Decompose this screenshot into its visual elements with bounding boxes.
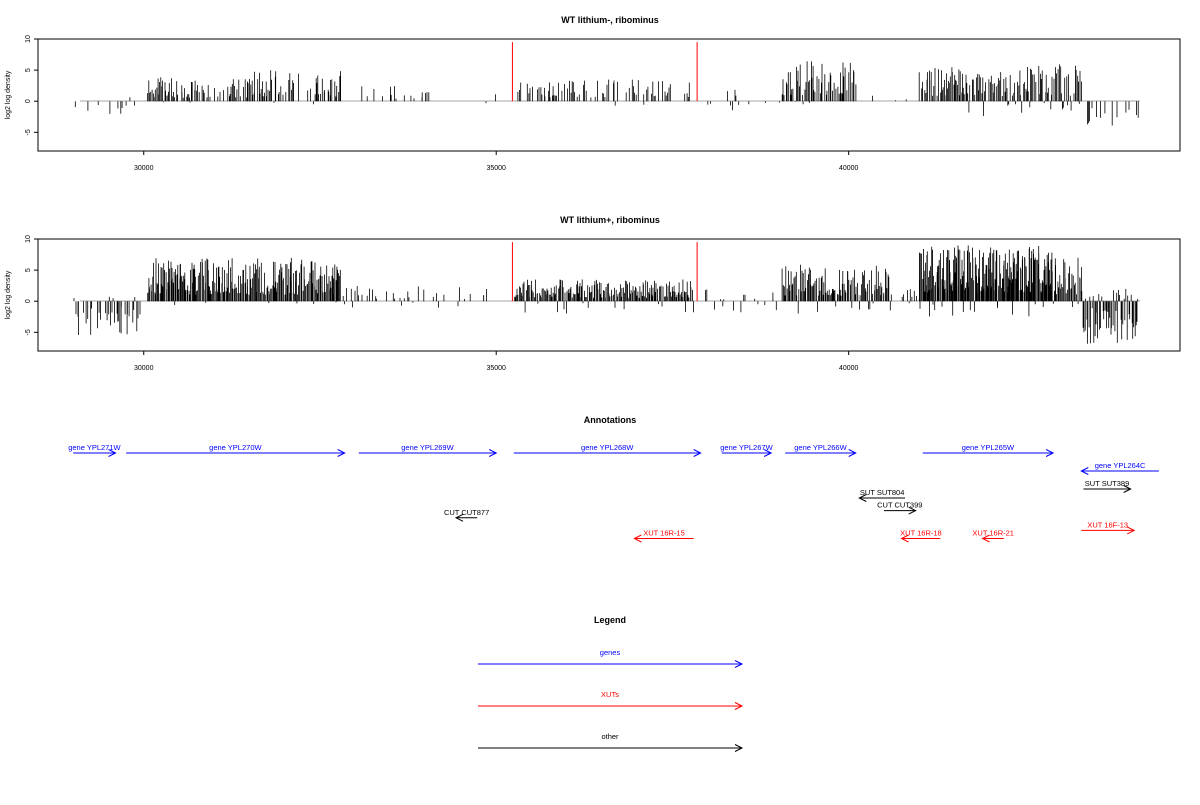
track-2-x-tick-label: 35000 [486,365,506,372]
track-1-x-tick-label: 35000 [486,165,506,172]
track-2-axes: -5 0 5 10 30000 35000 40000 [25,235,859,372]
annotation-gene-feature: gene YPL271W [68,443,122,457]
track-2-x-tick-label: 30000 [134,365,154,372]
annotation-other-feature: CUT CUT399 [877,501,922,515]
track-2-x-tick-label: 40000 [839,365,859,372]
annotation-other-feature: SUT SUT804 [858,488,906,502]
annotation-arrow-head [848,449,857,457]
legend-label: other [601,732,619,741]
annotation-arrow-head [1123,485,1132,493]
legend-item-gene: genes [478,648,744,668]
track-2-density-bars [73,245,1139,344]
legend-arrow-head [734,702,744,710]
track-1-density-bars [74,61,1139,126]
annotation-xut-feature: XUT 16F-13 [1081,520,1136,535]
track-1-x-tick-label: 40000 [839,165,859,172]
annotation-arrow-head [1126,526,1136,535]
annotation-label: gene YPL269W [401,443,454,452]
annotation-features: gene YPL271W gene YPL270W gene YPL269W gene… [68,443,1159,543]
track-2-y-tick-label: 10 [25,235,32,243]
annotation-xut-feature: XUT 16R-15 [633,529,694,543]
legend-title: Legend [594,615,626,625]
annotation-arrow-head [908,506,917,515]
annotation-arrow-head [108,449,117,457]
annotation-xut-feature: XUT 16R-18 [900,529,942,543]
annotation-gene-feature: gene YPL268W [513,443,702,457]
annotation-arrow-head [1045,449,1055,457]
annotation-label: CUT CUT399 [877,501,922,510]
annotation-label: XUT 16F-13 [1087,520,1128,529]
annotation-label: SUT SUT389 [1085,479,1129,488]
track-1-axes: -5 0 5 10 30000 35000 40000 [25,35,859,172]
annotation-gene-feature: gene YPL265W [922,443,1055,457]
track-1-plot-frame [37,38,1181,152]
annotations-title: Annotations [584,415,637,425]
annotation-arrow-head [633,534,642,543]
annotation-arrow-head [337,449,346,457]
annotation-arrow-head [981,534,990,543]
annotation-label: XUT 16R-21 [972,529,1014,538]
annotation-label: gene YPL268W [581,443,634,452]
annotation-label: gene YPL266W [794,443,847,452]
annotation-gene-feature: gene YPL267W [720,443,774,457]
track-2-red-peaks [511,242,698,302]
track-1-y-axis-label: log2 log density [5,70,12,119]
track-2-bars [73,245,1139,344]
annotation-arrow-head [1080,467,1089,475]
track-2-y-axis-label: log2 log density [5,270,12,319]
annotation-xut-feature: XUT 16R-21 [972,529,1014,543]
annotation-label: SUT SUT804 [860,488,904,497]
track-2-y-tick-label: 5 [25,268,32,272]
track-2-y-tick-label: 0 [25,299,32,303]
annotation-label: XUT 16R-18 [900,529,942,538]
annotation-label: XUT 16R-15 [643,529,685,538]
track-2: WT lithium+, ribominus log2 log density … [5,215,1181,372]
track-1-bars [74,61,1139,126]
annotation-gene-feature: gene YPL266W [785,443,857,457]
track-1: WT lithium-, ribominus log2 log density … [5,15,1181,172]
annotation-arrow-head [693,449,702,457]
annotation-other-feature: CUT CUT877 [444,508,489,522]
annotation-arrow-head [763,449,773,457]
annotation-arrow-head [454,513,464,522]
annotations-panel: Annotations gene YPL271W gene YPL270W gene… [68,415,1159,543]
annotation-arrow-head [488,449,498,457]
track-2-y-tick-label: -5 [25,329,32,335]
annotation-label: CUT CUT877 [444,508,489,517]
track-1-y-tick-label: 0 [25,99,32,103]
track-1-title: WT lithium-, ribominus [561,15,659,25]
annotation-arrow-head [858,494,867,502]
annotation-label: gene YPL267W [720,443,773,452]
track-1-y-tick-label: 5 [25,68,32,72]
annotation-label: gene YPL271W [68,443,121,452]
track-1-y-tick-label: -5 [25,129,32,135]
annotation-label: gene YPL265W [962,443,1015,452]
annotation-label: gene YPL270W [209,443,262,452]
legend-item-xut: XUTs [478,690,744,710]
track-1-y-tick-label: 10 [25,35,32,43]
legend-label: XUTs [601,690,619,699]
legend-arrow-head [734,660,744,668]
legend-panel: Legend genes XUTs other [478,615,744,752]
annotation-label: gene YPL264C [1095,461,1146,470]
track-1-red-peaks [511,42,698,102]
annotation-arrow-head [900,534,909,543]
track-2-plot-frame [37,238,1181,352]
track-1-x-tick-label: 30000 [134,165,154,172]
annotation-other-feature: SUT SUT389 [1083,479,1132,493]
legend-items: genes XUTs other [478,648,744,752]
annotation-gene-feature: gene YPL270W [126,443,346,457]
legend-arrow-head [734,744,744,752]
annotation-gene-feature: gene YPL264C [1080,461,1159,475]
legend-item-other: other [478,732,744,752]
annotation-gene-feature: gene YPL269W [358,443,498,457]
track-2-title: WT lithium+, ribominus [560,215,660,225]
legend-label: genes [600,648,621,657]
